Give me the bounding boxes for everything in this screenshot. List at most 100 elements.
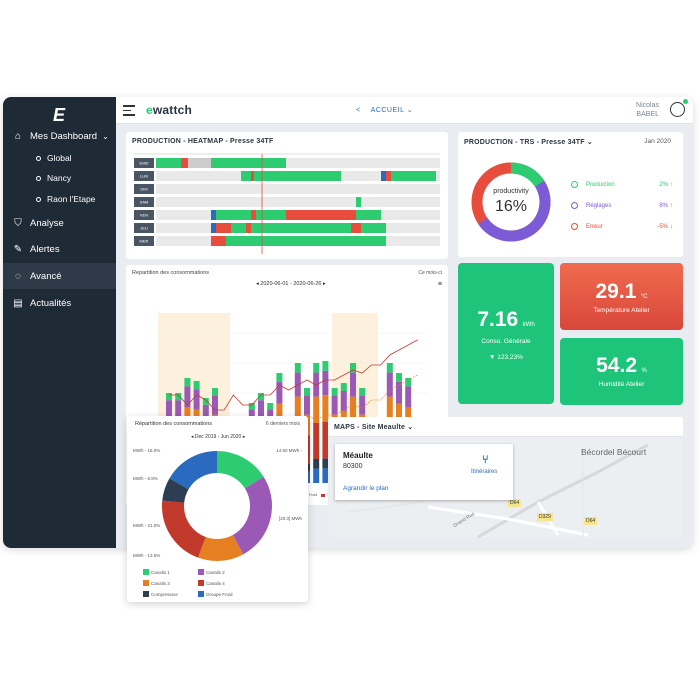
map-info-box: Méaulte 80300 Agrandir le plan ⑂ Itinéra…	[335, 444, 513, 500]
heatmap-row-label: JEU	[140, 226, 148, 231]
donut-slice	[162, 451, 272, 561]
arrow-down-icon: ↓	[670, 223, 673, 230]
online-status-dot	[683, 99, 688, 104]
drop-icon: ◌	[15, 270, 21, 282]
nav-accueil[interactable]: < ACCUEIL ⌄	[356, 106, 413, 114]
map-route-link[interactable]: Itinéraires	[471, 469, 498, 475]
user-name[interactable]: Nicolas BABEL	[636, 102, 659, 118]
map-view[interactable]	[328, 417, 683, 538]
road-badge: D64	[584, 517, 598, 525]
chevron-down-icon: ⌄	[102, 131, 109, 141]
sidebar-item-avance[interactable]: ◌ Avancé	[3, 263, 116, 289]
legend-item[interactable]: Groupe Froid	[198, 591, 246, 597]
sidebar-item-label: Analyse	[30, 217, 64, 229]
heatmap-title: PRODUCTION - HEATMAP - Presse 34TF	[132, 138, 274, 145]
trs-date: Jan 2020	[644, 138, 671, 145]
heatmap-row-label-bg	[134, 197, 154, 207]
kpi-conso-value: 7.16	[477, 308, 519, 331]
sidebar-subitem-label: Nancy	[47, 173, 72, 183]
directions-icon[interactable]: ⑂	[482, 454, 489, 466]
donut-period: 6 derniers mois	[265, 421, 300, 427]
heatmap-row-label: DIM	[140, 187, 147, 192]
sidebar-item-label: Actualités	[30, 297, 72, 309]
heatmap-row-label: EMD	[140, 161, 149, 166]
kpi-temp-card: 29.1 °C Température Atelier	[560, 263, 683, 330]
sidebar-item-label: Avancé	[30, 270, 62, 282]
donut-label: [20.0] MWh	[278, 516, 302, 521]
donut-legend: Canalis 1 Canalis 2 Canalis 3 Canalis 4 Comp…	[143, 569, 303, 602]
kpi-temp-value: 29.1	[595, 280, 637, 303]
sidebar-item-alertes[interactable]: ✎ Alertes	[3, 236, 116, 262]
map-title[interactable]: MAPS - Site Meaulte ⌄	[334, 424, 414, 431]
heatmap-row-label: LUN	[140, 174, 148, 179]
sidebar-subitem-global[interactable]: Global	[36, 153, 72, 163]
chevron-down-icon: ⌄	[406, 107, 414, 114]
kpi-hum-card: 54.2 % Humidité Atelier	[560, 338, 683, 405]
heatmap-row-label: VEN	[140, 213, 148, 218]
app-logo: E	[53, 105, 66, 125]
heatmap-row-label-bg	[134, 184, 154, 194]
arrow-up-icon: ↑	[670, 202, 673, 209]
heatmap-card: PRODUCTION - HEATMAP - Presse 34TF EMD LU…	[126, 132, 448, 259]
arrow-down-icon: ▼	[489, 354, 498, 361]
heatmap-row-label: SAM	[140, 200, 149, 205]
top-bar: ewattch < ACCUEIL ⌄ Nicolas BABEL	[116, 97, 693, 124]
heatmap-row-label-bg	[134, 223, 154, 233]
circle-icon	[571, 202, 578, 209]
chevron-left-icon[interactable]: <	[356, 107, 361, 114]
sidebar-item-dashboard[interactable]: ⌂ Mes Dashboard ⌄	[3, 123, 116, 149]
trs-card: PRODUCTION - TRS - Presse 34TF ⌄ Jan 202…	[458, 132, 683, 257]
legend-item[interactable]: Canalis 1	[143, 569, 191, 575]
trs-arc-production	[471, 162, 551, 242]
sidebar-item-label: Alertes	[30, 243, 60, 255]
donut-chart	[162, 451, 272, 561]
sidebar-item-analyse[interactable]: ⛉ Analyse	[3, 210, 116, 236]
legend-item-reglages: Réglages 8% ↑	[571, 200, 673, 211]
donut-title: Répartition des consommations	[135, 421, 213, 427]
donut-slice	[162, 451, 272, 561]
bullet-icon	[36, 175, 41, 181]
sidebar-subitem-label: Global	[47, 153, 72, 163]
donut-label: MWh - 16.0%	[133, 448, 161, 453]
kpi-temp-label: Température Atelier	[593, 307, 650, 314]
circle-icon	[571, 181, 578, 188]
kpi-conso-unit: kWh	[522, 322, 535, 328]
map-enlarge-link[interactable]: Agrandir le plan	[343, 485, 389, 492]
map-postcode: 80300	[343, 463, 363, 470]
kpi-hum-unit: %	[641, 368, 647, 374]
edit-icon: ✎	[13, 243, 23, 255]
kpi-hum-value: 54.2	[596, 354, 638, 377]
heatmap-row-label-bg	[134, 171, 154, 181]
donut-range[interactable]: ◂ Dec 2019 - Jun 2020 ▸	[191, 434, 246, 440]
heatmap-row-label-bg	[134, 236, 154, 246]
bullet-icon	[36, 196, 41, 202]
chevron-down-icon: ⌄	[407, 424, 414, 431]
legend-item-erreur: Erreur -5% ↓	[571, 221, 673, 232]
conso-bar-range[interactable]: ◂ 2020-06-01 - 2020-06-26 ▸	[256, 281, 326, 287]
legend-item[interactable]: Compresseur	[143, 591, 191, 597]
bullet-icon	[36, 155, 41, 161]
menu-icon[interactable]	[123, 105, 135, 119]
trs-title[interactable]: PRODUCTION - TRS - Presse 34TF ⌄	[464, 139, 593, 146]
road-badge: D329	[537, 513, 553, 521]
sidebar-subitem-nancy[interactable]: Nancy	[36, 173, 71, 183]
chevron-down-icon: ⌄	[586, 139, 593, 146]
avatar[interactable]	[670, 99, 688, 117]
sidebar-subitem-raon[interactable]: Raon l'Etape	[36, 194, 95, 204]
menu-icon[interactable]: ≡	[437, 281, 442, 288]
nav-accueil-label: ACCUEIL	[370, 107, 405, 114]
heatmap-row-label: MER	[140, 239, 149, 244]
legend-item-production: Production 2% ↑	[571, 179, 673, 190]
legend-item[interactable]: Canalis 3	[143, 580, 191, 586]
donut-slice	[162, 451, 272, 561]
donut-label: MWh - 21.0%	[133, 523, 161, 528]
donut-label: MWh - 6.8%	[133, 476, 158, 481]
home-icon: ⌂	[14, 130, 22, 142]
legend-item[interactable]: Canalis 4	[198, 580, 246, 586]
map-card: MAPS - Site Meaulte ⌄ Bécordel Bécourt D…	[328, 417, 683, 538]
legend-item[interactable]: Canalis 2	[198, 569, 246, 575]
heatmap-chart: EMD LUN DIM SAM VEN JEU MER	[134, 153, 440, 254]
map-header	[328, 417, 683, 437]
news-icon: ▤	[13, 297, 23, 309]
sidebar-item-actualites[interactable]: ▤ Actualités	[3, 290, 116, 316]
